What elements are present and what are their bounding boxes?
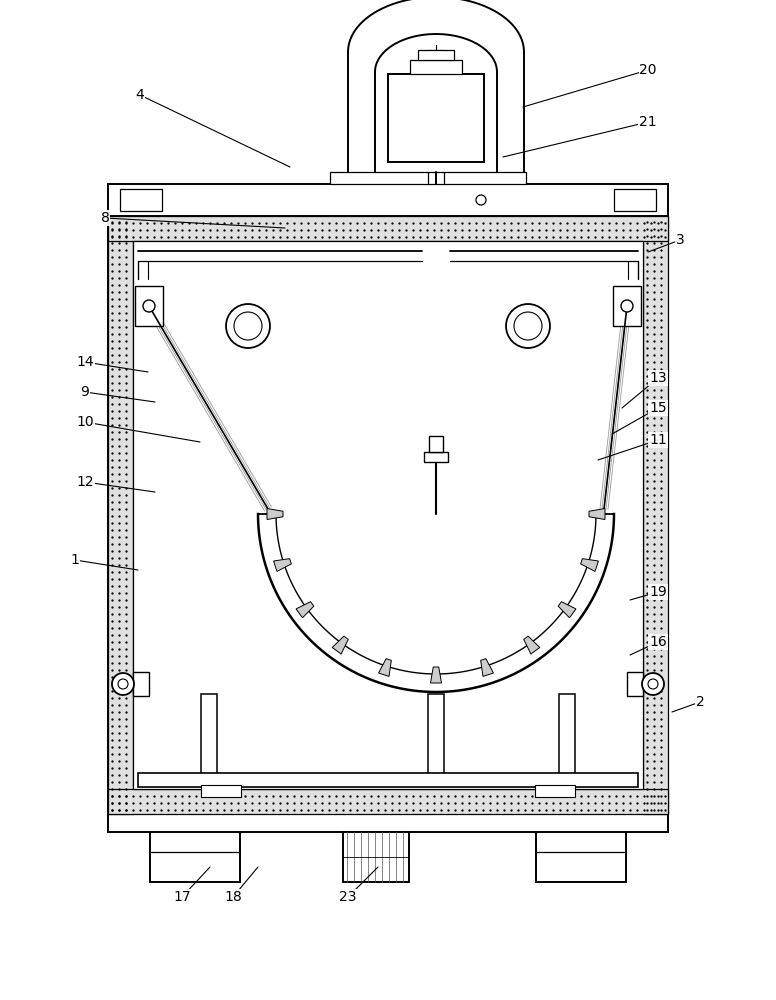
- Polygon shape: [524, 636, 540, 654]
- Bar: [135, 286, 163, 326]
- Bar: [343, 832, 409, 882]
- Bar: [388, 74, 484, 162]
- Circle shape: [514, 312, 542, 340]
- Text: 21: 21: [639, 115, 656, 129]
- Bar: [418, 50, 454, 60]
- Bar: [535, 785, 575, 797]
- Text: 20: 20: [639, 63, 656, 77]
- Bar: [108, 814, 668, 832]
- Bar: [133, 672, 149, 696]
- Bar: [330, 172, 526, 184]
- Text: 16: 16: [650, 635, 667, 649]
- Circle shape: [648, 679, 658, 689]
- Text: 14: 14: [76, 355, 94, 369]
- Circle shape: [642, 673, 664, 695]
- Bar: [120, 189, 162, 211]
- Circle shape: [234, 312, 262, 340]
- Text: 13: 13: [650, 371, 667, 385]
- Circle shape: [506, 304, 550, 348]
- Polygon shape: [267, 508, 283, 520]
- Text: 17: 17: [173, 890, 191, 904]
- Text: 4: 4: [136, 88, 144, 102]
- Bar: [138, 773, 638, 787]
- Bar: [201, 785, 241, 797]
- Text: 10: 10: [76, 415, 94, 429]
- Polygon shape: [431, 667, 442, 683]
- Circle shape: [112, 673, 134, 695]
- Text: 15: 15: [650, 401, 667, 415]
- Bar: [201, 694, 217, 784]
- Bar: [613, 286, 641, 326]
- Circle shape: [476, 195, 486, 205]
- Polygon shape: [274, 559, 291, 571]
- Polygon shape: [480, 659, 494, 676]
- Polygon shape: [558, 602, 576, 618]
- Polygon shape: [379, 659, 391, 676]
- Bar: [643, 216, 668, 814]
- Bar: [108, 216, 133, 814]
- Text: 1: 1: [71, 553, 79, 567]
- Bar: [150, 824, 240, 882]
- Text: 18: 18: [224, 890, 242, 904]
- Bar: [424, 452, 448, 462]
- Text: 23: 23: [339, 890, 357, 904]
- Bar: [614, 189, 656, 211]
- Polygon shape: [589, 509, 605, 520]
- Bar: [627, 672, 643, 696]
- Bar: [108, 789, 668, 814]
- Circle shape: [118, 679, 128, 689]
- Text: 12: 12: [76, 475, 94, 489]
- Circle shape: [226, 304, 270, 348]
- Bar: [108, 216, 668, 241]
- Text: 8: 8: [101, 211, 109, 225]
- Circle shape: [621, 300, 633, 312]
- Text: 3: 3: [676, 233, 684, 247]
- Circle shape: [143, 300, 155, 312]
- Bar: [559, 694, 575, 784]
- Bar: [429, 436, 443, 452]
- Bar: [536, 824, 626, 882]
- Bar: [133, 241, 643, 789]
- Bar: [108, 184, 668, 216]
- Text: 19: 19: [650, 585, 667, 599]
- Polygon shape: [332, 636, 348, 654]
- Text: 11: 11: [650, 433, 667, 447]
- Bar: [108, 216, 668, 814]
- Text: 9: 9: [81, 385, 89, 399]
- Polygon shape: [580, 559, 598, 571]
- Polygon shape: [296, 602, 314, 618]
- Bar: [428, 694, 444, 784]
- Bar: [410, 60, 462, 74]
- Text: 2: 2: [695, 695, 705, 709]
